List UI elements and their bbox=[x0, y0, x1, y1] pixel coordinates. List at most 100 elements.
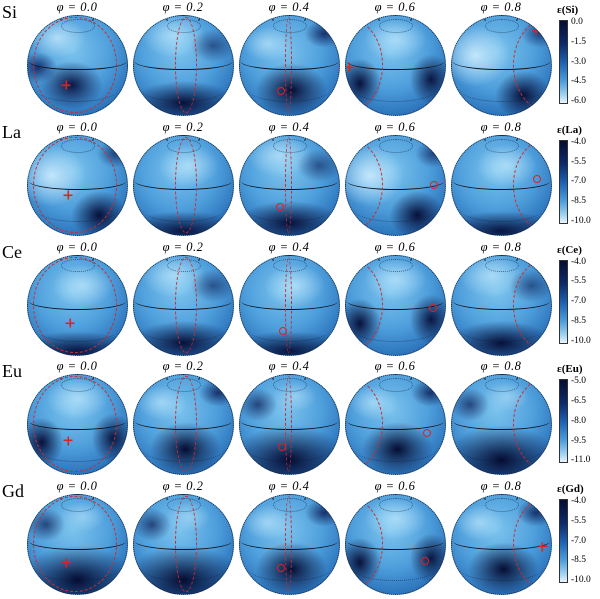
plus-marker bbox=[63, 436, 73, 446]
sphere-cell: φ = 0.4 bbox=[236, 0, 342, 120]
sphere-map bbox=[132, 254, 234, 356]
colorbar-title: ε(Si) bbox=[557, 4, 579, 16]
sphere-map bbox=[26, 254, 128, 356]
sphere-map bbox=[238, 494, 340, 596]
sphere-cell: φ = 0.0 bbox=[24, 359, 130, 479]
sphere-cell: φ = 0.6 bbox=[342, 240, 448, 360]
sphere-map bbox=[450, 254, 552, 356]
sphere-map bbox=[238, 134, 340, 236]
phase-label: φ = 0.8 bbox=[480, 0, 522, 14]
colorbar: ε(Ce) -4.0 -5.5 -7.0 -8.5 -10.0 bbox=[554, 240, 598, 360]
colorbar: ε(Eu) -5.0 -6.5 -8.0 -9.5 -11.0 bbox=[554, 359, 598, 479]
tick-label: -5.5 bbox=[571, 276, 587, 287]
phase-label: φ = 0.8 bbox=[480, 119, 522, 134]
sphere-cell: φ = 0.6 bbox=[342, 0, 448, 120]
colorbar: ε(La) -4.0 -5.5 -7.0 -8.5 -10.0 bbox=[554, 120, 598, 240]
sphere-map bbox=[132, 15, 234, 116]
circle-marker bbox=[276, 203, 285, 212]
map-row-la: La φ = 0.0 φ = 0.2 φ = 0.4 φ = 0.6 φ = 0… bbox=[0, 120, 600, 240]
circle-marker bbox=[277, 87, 286, 96]
tick-label: -9.5 bbox=[571, 435, 587, 446]
sphere-cell: φ = 0.4 bbox=[236, 240, 342, 360]
sphere-map bbox=[344, 374, 446, 476]
element-label: Gd bbox=[2, 481, 24, 502]
sphere-cell: φ = 0.8 bbox=[448, 0, 554, 120]
colorbar-title: ε(Ce) bbox=[557, 243, 582, 256]
element-label: Eu bbox=[2, 361, 22, 382]
colorbar-title: ε(Eu) bbox=[557, 363, 583, 376]
colorbar-gradient bbox=[559, 20, 568, 104]
phase-label: φ = 0.2 bbox=[162, 479, 204, 494]
sphere-map bbox=[344, 134, 446, 236]
sphere-map bbox=[132, 494, 234, 596]
phase-label: φ = 0.4 bbox=[268, 359, 310, 374]
sphere-map bbox=[26, 134, 128, 236]
tick-label: 0.0 bbox=[571, 17, 583, 27]
tick-label: -3.0 bbox=[571, 56, 587, 67]
phase-label: φ = 0.4 bbox=[268, 479, 310, 494]
sphere-map bbox=[26, 494, 128, 596]
phase-label: φ = 0.2 bbox=[162, 239, 204, 254]
tick-label: -8.5 bbox=[571, 555, 587, 566]
tick-label: -5.5 bbox=[571, 156, 587, 167]
phase-label: φ = 0.6 bbox=[374, 359, 416, 374]
circle-marker bbox=[429, 181, 438, 190]
sphere-map bbox=[238, 254, 340, 356]
tick-label: -6.5 bbox=[571, 396, 587, 407]
sphere-cell: φ = 0.4 bbox=[236, 120, 342, 240]
phase-label: φ = 0.8 bbox=[480, 359, 522, 374]
sphere-map bbox=[26, 374, 128, 476]
tick-label: -4.0 bbox=[571, 136, 587, 147]
plus-marker bbox=[61, 80, 71, 90]
sphere-cell: φ = 0.6 bbox=[342, 359, 448, 479]
sphere-map bbox=[344, 15, 446, 116]
sphere-map bbox=[344, 254, 446, 356]
sphere-cell: φ = 0.8 bbox=[448, 359, 554, 479]
sphere-cells: φ = 0.0 φ = 0.2 φ = 0.4 φ = 0.6 φ = 0.8 bbox=[24, 120, 554, 240]
colorbar-ticks: -4.0 -5.5 -7.0 -8.5 -10.0 bbox=[571, 496, 591, 586]
phase-label: φ = 0.8 bbox=[480, 479, 522, 494]
map-row-ce: Ce φ = 0.0 φ = 0.2 φ = 0.4 φ = 0.6 φ = 0… bbox=[0, 240, 600, 360]
phase-label: φ = 0.6 bbox=[374, 119, 416, 134]
tick-label: -10.0 bbox=[571, 575, 591, 586]
colorbar-ticks: -5.0 -6.5 -8.0 -9.5 -11.0 bbox=[571, 377, 590, 466]
colorbar-ticks: -4.0 -5.5 -7.0 -8.5 -10.0 bbox=[571, 136, 591, 226]
sphere-map bbox=[238, 374, 340, 476]
sphere-cell: φ = 0.0 bbox=[24, 0, 130, 120]
phase-label: φ = 0.4 bbox=[268, 0, 310, 14]
phase-label: φ = 0.2 bbox=[162, 359, 204, 374]
colorbar-title: ε(La) bbox=[557, 123, 582, 136]
tick-label: -4.0 bbox=[571, 256, 587, 267]
phase-label: φ = 0.6 bbox=[374, 0, 416, 14]
tick-label: -7.0 bbox=[571, 296, 587, 307]
map-row-si: Si φ = 0.0 φ = 0.2 φ = 0.4 φ = 0.6 φ = 0… bbox=[0, 0, 600, 120]
phase-label: φ = 0.8 bbox=[480, 239, 522, 254]
phase-label: φ = 0.2 bbox=[162, 0, 204, 14]
tick-label: -7.0 bbox=[571, 176, 587, 187]
tick-label: -8.5 bbox=[571, 315, 587, 326]
phase-label: φ = 0.6 bbox=[374, 479, 416, 494]
tick-label: -4.5 bbox=[571, 76, 587, 87]
plus-marker bbox=[538, 542, 548, 552]
phase-label: φ = 0.0 bbox=[56, 119, 98, 134]
sphere-cell: φ = 0.8 bbox=[448, 120, 554, 240]
sphere-cells: φ = 0.0 φ = 0.2 φ = 0.4 φ = 0.6 φ = 0.8 bbox=[24, 240, 554, 360]
sphere-map bbox=[450, 374, 552, 476]
circle-marker bbox=[278, 442, 287, 451]
circle-marker bbox=[420, 556, 429, 565]
colorbar-gradient bbox=[559, 139, 568, 224]
sphere-cell: φ = 0.0 bbox=[24, 240, 130, 360]
sphere-cell: φ = 0.8 bbox=[448, 479, 554, 599]
tick-label: -4.0 bbox=[571, 496, 587, 507]
tick-label: -7.0 bbox=[571, 535, 587, 546]
sphere-cells: φ = 0.0 φ = 0.2 φ = 0.4 φ = 0.6 φ = 0.8 bbox=[24, 479, 554, 599]
plus-marker bbox=[345, 62, 354, 72]
phase-label: φ = 0.0 bbox=[56, 359, 98, 374]
sphere-cells: φ = 0.0 φ = 0.2 φ = 0.4 φ = 0.6 φ = 0.8 bbox=[24, 359, 554, 479]
sphere-map bbox=[450, 134, 552, 236]
sphere-cell: φ = 0.6 bbox=[342, 479, 448, 599]
colorbar: ε(Si) 0.0 -1.5 -3.0 -4.5 -6.0 bbox=[554, 0, 598, 120]
phase-label: φ = 0.4 bbox=[268, 239, 310, 254]
tick-label: -8.5 bbox=[571, 196, 587, 207]
